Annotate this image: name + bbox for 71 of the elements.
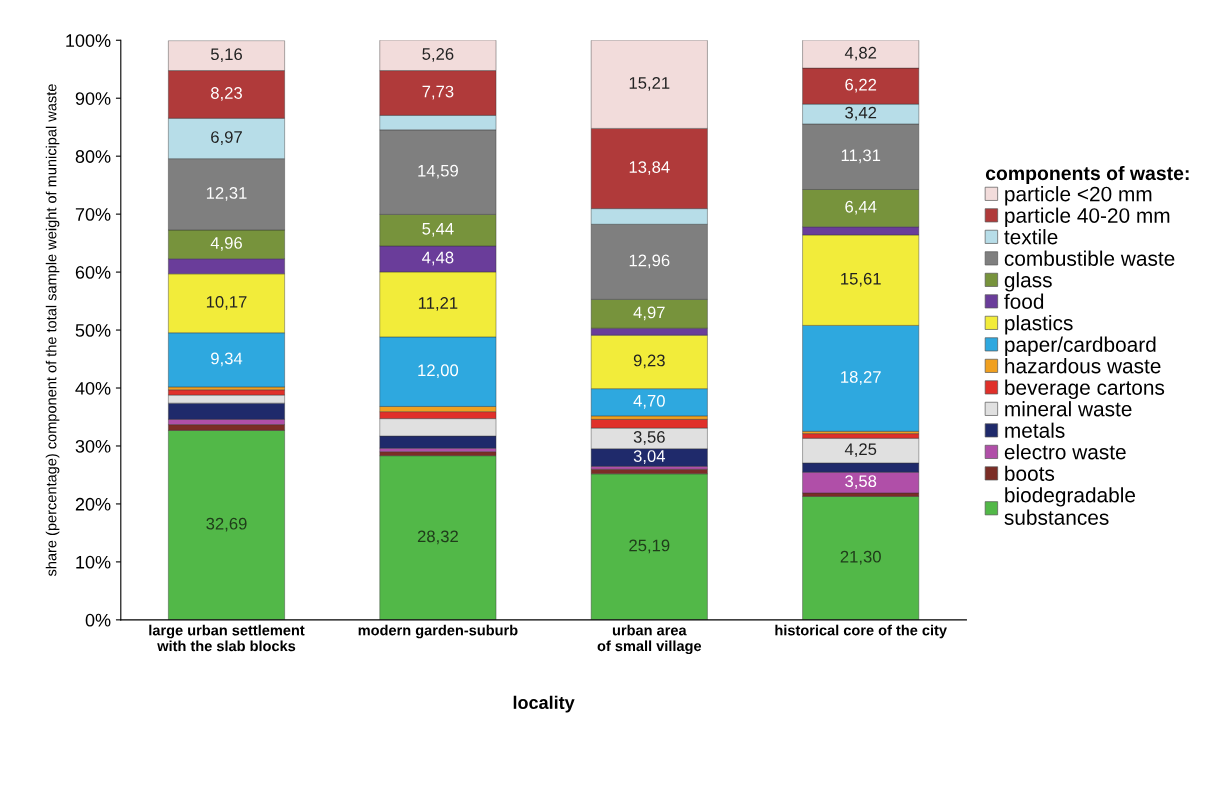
data-label: 15,61 [841, 272, 881, 287]
data-label: 3,58 [845, 475, 877, 489]
data-label: 32,69 [206, 517, 247, 532]
data-label: 12,31 [206, 187, 247, 201]
data-label: 8,23 [211, 87, 242, 101]
x-axis-title: locality [513, 695, 575, 713]
data-label: 9,23 [633, 354, 665, 369]
y-tick-label: 10% [76, 555, 111, 569]
data-label: 5,44 [422, 223, 454, 237]
legend-label: beverage cartons [1005, 379, 1165, 400]
x-tick-label: large urban settlement with the slab blocks [149, 624, 305, 652]
legend-label: metals [1005, 422, 1065, 438]
legend-label: boots [1005, 465, 1055, 481]
data-label: 4,97 [633, 306, 665, 321]
y-axis-title: share (percentage) component of the total sample weight of municipal waste [45, 84, 60, 577]
data-label: 4,25 [844, 443, 877, 458]
data-label: 10,17 [206, 295, 247, 310]
y-tick-label: 60% [75, 266, 111, 279]
legend-title: components of waste: [985, 165, 1189, 184]
legend-label: hazardous waste [1005, 358, 1161, 374]
legend-label: mineral waste [1005, 401, 1132, 417]
legend-label: paper/cardboard [1005, 336, 1156, 357]
y-tick-label: 30% [75, 439, 111, 453]
data-label: 4,70 [633, 394, 665, 409]
legend-label: particle 40-20 mm [1005, 207, 1170, 228]
data-label: 3,04 [633, 450, 666, 464]
legend-label: biodegradable substances [1004, 487, 1136, 525]
data-label: 6,97 [211, 131, 242, 145]
y-tick-label: 50% [75, 323, 111, 337]
data-label: 12,96 [629, 254, 670, 269]
data-label: 3,56 [633, 431, 665, 445]
y-tick-label: 20% [75, 497, 111, 511]
data-label: 4,96 [210, 237, 242, 251]
legend-label: textile [1004, 229, 1058, 245]
x-tick-label: urban area of small village [597, 624, 702, 655]
data-label: 25,19 [629, 539, 670, 554]
legend-label: electro waste [1004, 444, 1126, 460]
legend-label: combustible waste [1004, 250, 1175, 266]
bar [590, 473, 708, 620]
data-label: 5,16 [210, 48, 242, 63]
data-label: 12,00 [418, 364, 459, 379]
y-tick-label: 40% [75, 381, 111, 395]
legend-label: plastics [1005, 315, 1073, 335]
data-label: 11,21 [418, 297, 458, 311]
bar [379, 455, 497, 620]
data-label: 14,59 [418, 164, 458, 179]
y-tick-label: 70% [75, 208, 111, 221]
data-label: 6,22 [845, 78, 877, 93]
x-tick-label: historical core of the city [775, 624, 947, 639]
legend-label: glass [1004, 272, 1052, 292]
data-label: 7,73 [422, 85, 454, 100]
data-label: 18,27 [841, 371, 881, 385]
data-label: 5,26 [422, 48, 454, 62]
data-label: 28,32 [417, 530, 458, 545]
data-label: 11,31 [841, 149, 881, 164]
data-label: 6,44 [845, 200, 877, 215]
data-label: 13,84 [629, 161, 670, 175]
data-label: 4,48 [422, 251, 454, 266]
data-label: 4,82 [844, 46, 877, 61]
y-tick-label: 80% [75, 150, 111, 163]
y-tick-label: 0% [85, 613, 111, 627]
data-label: 21,30 [840, 550, 881, 565]
legend-label: particle <20 mm [1005, 186, 1152, 206]
y-tick-label: 100% [66, 34, 111, 47]
data-label: 3,42 [845, 106, 877, 121]
bar [802, 496, 920, 620]
x-tick-label: modern garden-suburb [358, 624, 518, 639]
legend-label: food [1004, 293, 1044, 309]
y-tick-label: 90% [75, 92, 111, 105]
data-label: 15,21 [629, 77, 670, 91]
data-label: 9,34 [211, 352, 243, 367]
